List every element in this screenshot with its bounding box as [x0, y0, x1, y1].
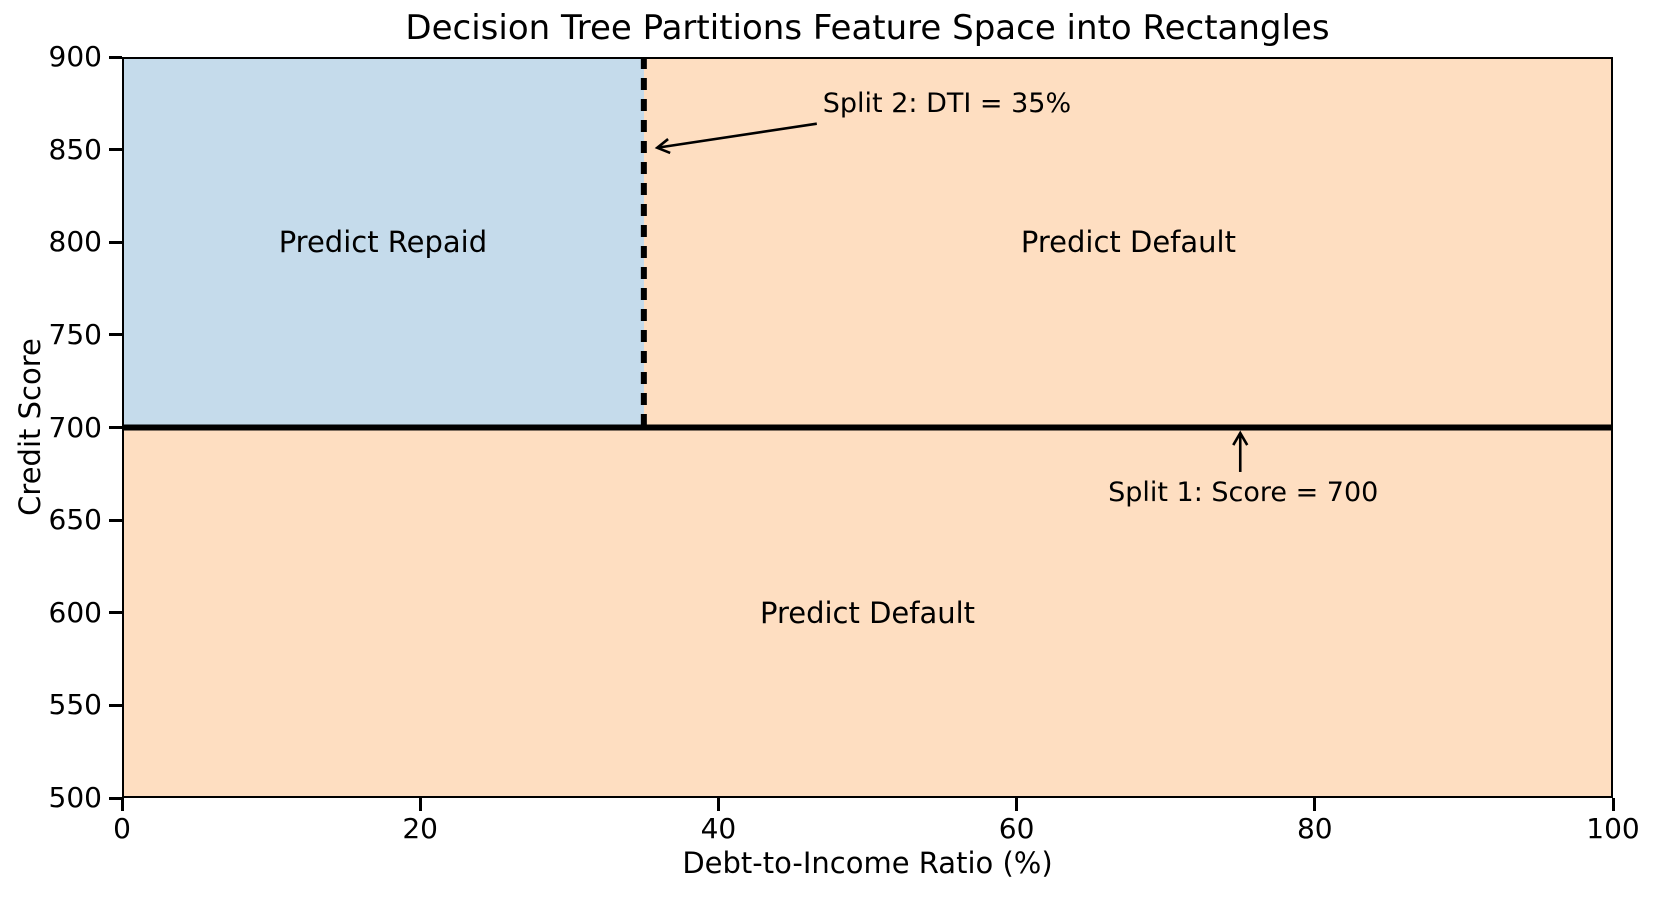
y-tick-900	[109, 55, 122, 59]
region-label-predict-default-upper: Predict Default	[1020, 225, 1236, 260]
y-tick-label-850: 850	[48, 132, 102, 166]
y-tick-label-600: 600	[48, 595, 102, 629]
region-label-predict-default-lower: Predict Default	[759, 595, 976, 630]
y-tick-label-650: 650	[48, 503, 102, 537]
y-tick-650	[109, 518, 122, 522]
x-tick-label-60: 60	[998, 812, 1035, 845]
split-1-callout-text: Split 1: Score = 700	[1108, 477, 1379, 509]
x-axis-label: Debt-to-Income Ratio (%)	[682, 846, 1053, 880]
x-tick-20	[418, 798, 422, 811]
y-tick-550	[109, 703, 122, 707]
y-tick-600	[109, 611, 122, 615]
split-2-callout-arrow	[654, 122, 818, 155]
y-tick-label-700: 700	[48, 410, 102, 444]
x-tick-100	[1611, 798, 1615, 811]
y-tick-label-500: 500	[48, 781, 102, 814]
y-tick-500	[109, 796, 122, 800]
x-tick-label-20: 20	[402, 812, 439, 845]
y-tick-850	[109, 148, 122, 152]
x-tick-80	[1313, 798, 1317, 811]
x-tick-40	[716, 798, 720, 811]
region-predict-repaid	[122, 57, 644, 428]
y-tick-700	[109, 426, 122, 429]
split-2-callout-text: Split 2: DTI = 35%	[822, 88, 1072, 120]
region-predict-default-upper	[643, 57, 1613, 428]
split-lines-layer	[122, 57, 1613, 472]
y-tick-750	[109, 333, 122, 337]
x-tick-label-80: 80	[1296, 812, 1333, 845]
region-label-predict-repaid: Predict Repaid	[278, 225, 488, 260]
y-tick-label-550: 550	[48, 688, 102, 722]
y-tick-label-800: 800	[48, 225, 102, 259]
region-predict-default-lower	[122, 427, 1613, 798]
chart-title: Decision Tree Partitions Feature Space i…	[405, 8, 1330, 48]
x-tick-label-40: 40	[700, 812, 737, 845]
y-tick-label-900: 900	[48, 40, 102, 73]
x-tick-label-0: 0	[113, 812, 131, 845]
y-tick-800	[109, 240, 122, 244]
x-tick-label-100: 100	[1586, 812, 1640, 845]
y-tick-label-750: 750	[48, 317, 102, 351]
x-tick-60	[1015, 798, 1019, 811]
x-tick-0	[120, 798, 124, 811]
